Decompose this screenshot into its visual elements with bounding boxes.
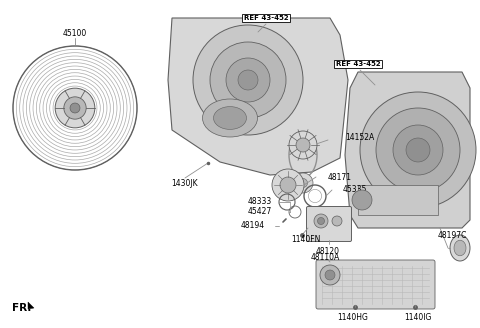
Text: 14152A: 14152A	[345, 133, 374, 142]
Text: 48197C: 48197C	[437, 232, 467, 240]
Text: REF 43-452: REF 43-452	[244, 15, 288, 21]
Ellipse shape	[203, 99, 257, 137]
Bar	[358, 185, 438, 215]
Circle shape	[280, 177, 296, 193]
Text: 1140IG: 1140IG	[404, 313, 432, 321]
Polygon shape	[28, 302, 34, 309]
Text: 48333: 48333	[248, 197, 272, 207]
Circle shape	[272, 169, 304, 201]
Circle shape	[406, 138, 430, 162]
Ellipse shape	[454, 240, 466, 256]
FancyBboxPatch shape	[316, 260, 435, 309]
Ellipse shape	[214, 107, 247, 130]
Text: 45100: 45100	[63, 29, 87, 37]
Text: 1140HG: 1140HG	[337, 313, 369, 321]
Circle shape	[70, 103, 80, 113]
Text: 48120: 48120	[316, 248, 340, 256]
Circle shape	[64, 97, 86, 119]
Text: 1140FN: 1140FN	[291, 236, 321, 244]
Circle shape	[226, 58, 270, 102]
Circle shape	[314, 214, 328, 228]
Circle shape	[55, 88, 95, 128]
Circle shape	[376, 108, 460, 192]
Circle shape	[332, 216, 342, 226]
Text: 45427: 45427	[248, 208, 272, 216]
FancyBboxPatch shape	[307, 207, 351, 241]
Polygon shape	[345, 72, 470, 228]
Circle shape	[299, 178, 308, 188]
Text: 48171: 48171	[328, 173, 352, 181]
Circle shape	[360, 92, 476, 208]
Circle shape	[210, 42, 286, 118]
Circle shape	[320, 265, 340, 285]
Circle shape	[289, 131, 317, 159]
Circle shape	[325, 270, 335, 280]
Text: 45335: 45335	[343, 186, 367, 195]
Text: FR.: FR.	[12, 303, 31, 313]
Circle shape	[238, 70, 258, 90]
Text: 48194: 48194	[241, 221, 265, 231]
Circle shape	[317, 217, 324, 224]
Circle shape	[393, 125, 443, 175]
Circle shape	[293, 173, 313, 193]
Polygon shape	[168, 18, 348, 175]
Ellipse shape	[450, 235, 470, 261]
Text: 48110A: 48110A	[311, 254, 340, 262]
Circle shape	[352, 190, 372, 210]
Circle shape	[193, 25, 303, 135]
Text: 1430JK: 1430JK	[172, 178, 198, 188]
Text: REF 43-452: REF 43-452	[336, 61, 380, 67]
Circle shape	[296, 138, 310, 152]
